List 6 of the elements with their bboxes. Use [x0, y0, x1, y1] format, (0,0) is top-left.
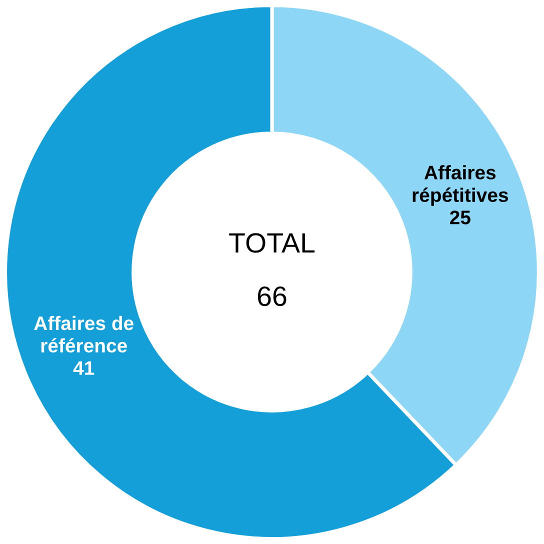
slice-label: Affaires répétitives — [412, 165, 508, 206]
data-label: 41 — [73, 361, 94, 375]
data-label: 25 — [450, 210, 470, 224]
text: TOTAL — [229, 233, 315, 253]
text: 66 — [258, 286, 286, 306]
slice-label: Affaires de référence — [34, 316, 134, 353]
